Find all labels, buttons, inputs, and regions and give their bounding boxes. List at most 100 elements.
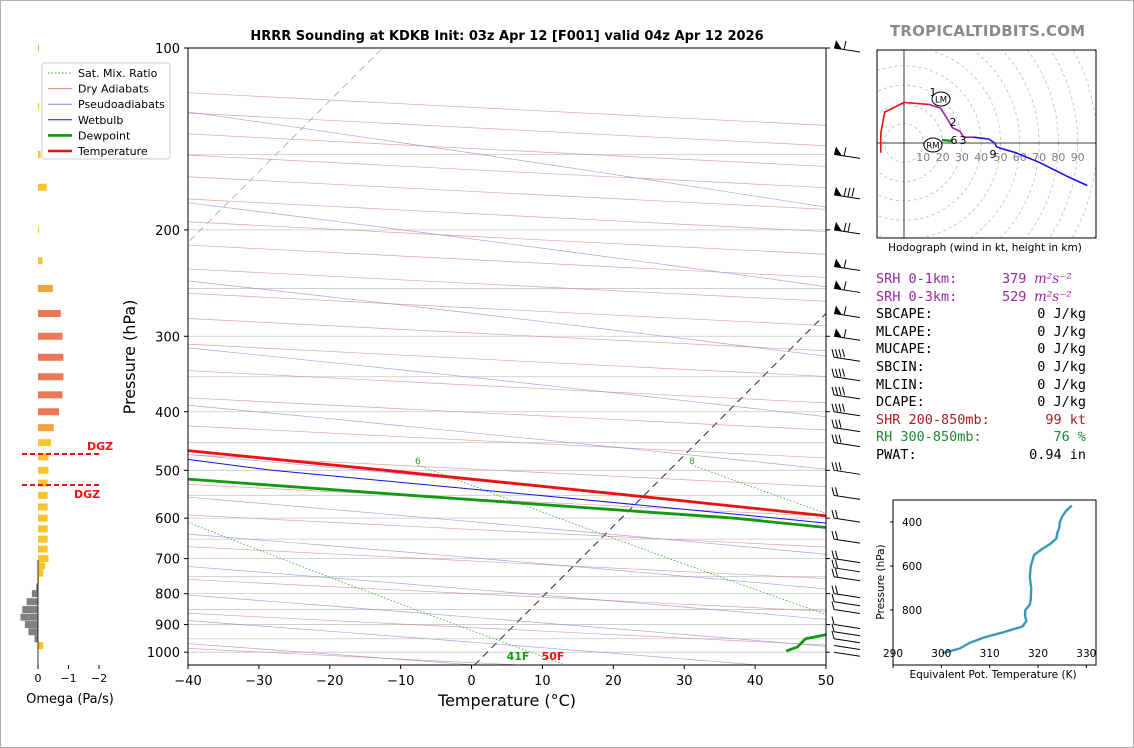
wind-barb-feather [831, 403, 835, 412]
wind-barb-feather [843, 259, 847, 269]
x-tick-label: −10 [387, 674, 414, 689]
wind-barb-feather [847, 187, 851, 197]
hodograph-frame [876, 49, 1097, 239]
wind-barb-staff [833, 376, 861, 382]
wind-barb-staff [833, 494, 861, 500]
wind-barb-feather [831, 559, 835, 568]
wind-barb-flag [834, 186, 842, 197]
omega-bar [38, 424, 54, 432]
wind-barb-staff [833, 593, 861, 599]
dry-adiabat [188, 484, 826, 517]
storm-motion-marker [923, 137, 943, 153]
wind-barb-feather [835, 349, 838, 358]
skewt-ylabel: Pressure (hPa) [120, 300, 139, 415]
omega-panel: 0 −1 −2 [20, 44, 107, 685]
stats-unit: m²s⁻² [1034, 271, 1072, 287]
wind-barb-staff [833, 411, 861, 417]
wind-barb-feather [835, 510, 838, 519]
wind-barb-feather [843, 281, 847, 291]
dry-adiabat [188, 612, 826, 646]
omega-bar [38, 491, 48, 499]
wind-barb-staff [833, 356, 861, 362]
skewt-frame [187, 47, 827, 666]
omega-bar [38, 535, 48, 543]
legend-label: Sat. Mix. Ratio [78, 67, 158, 80]
wind-barb-feather [831, 531, 835, 540]
wind-barb-feather [835, 487, 838, 496]
wind-barb-flag [834, 40, 842, 50]
stats-label: MUCAPE: [876, 341, 933, 358]
stats-value: 0 J/kg [1037, 376, 1086, 393]
wind-barb-staff [833, 394, 861, 400]
brand-watermark: TROPICALTIDBITS.COM [890, 22, 1086, 40]
hodograph-ring-label: 10 [916, 151, 930, 164]
omega-tick-label: 0 [35, 672, 42, 685]
omega-bar [38, 226, 39, 234]
wind-barb-feather [831, 568, 835, 577]
wind-barb-feather [831, 419, 835, 428]
hodograph-ring-label: 80 [1051, 151, 1065, 164]
storm-motion-label: RM [926, 142, 939, 152]
omega-bar [38, 466, 49, 474]
moist-adiabat [188, 620, 759, 665]
omega-bar [38, 555, 49, 563]
theta-e-x-tick-label: 310 [980, 648, 1000, 660]
hodograph-segment [941, 138, 953, 143]
wind-barb-feather [835, 568, 838, 577]
hodograph-height-label: 3 [960, 134, 967, 147]
wind-barb-feather [831, 462, 835, 471]
wind-barb-feather [831, 368, 835, 377]
skewt-background-lines: 146810131620243036 [188, 48, 1134, 665]
wind-barb-feather [838, 349, 842, 358]
moist-adiabat [188, 280, 826, 357]
omega-bar [38, 525, 48, 533]
stats-value: 0.94 in [1029, 446, 1086, 463]
hodograph-ring-label: 60 [1013, 151, 1027, 164]
skewt-profiles [188, 449, 826, 653]
y-tick-label: 100 [155, 42, 180, 57]
hodograph-ring-label: 20 [936, 151, 950, 164]
dry-adiabat [188, 268, 826, 302]
wind-barb-staff [833, 567, 861, 573]
theta-e-ylabel: Pressure (hPa) [875, 544, 887, 619]
stats-label: RH 300-850mb: [876, 429, 982, 446]
theta-e-line [941, 504, 1073, 655]
stats-value: 76 % [1053, 429, 1086, 446]
wind-barb-feather [831, 434, 835, 443]
surface-temperature-label: 50F [542, 650, 565, 663]
omega-bar [38, 562, 45, 570]
wind-barb-staff [833, 442, 861, 448]
omega-bar [38, 514, 48, 522]
stats-label: SRH 0-3km: [876, 288, 958, 305]
omega-bar [38, 408, 59, 416]
hodograph-segment [973, 136, 1088, 187]
mixing-ratio-line [188, 521, 567, 665]
y-tick-label: 500 [155, 464, 180, 479]
wind-barb-staff [833, 624, 861, 630]
wind-barb-feather [835, 403, 838, 412]
omega-bar [38, 503, 48, 511]
wind-barb-staff [833, 576, 861, 582]
stats-label: SHR 200-850mb: [876, 411, 990, 428]
wind-barb-feather [831, 550, 835, 559]
stats-label: MLCAPE: [876, 323, 933, 340]
omega-bar [38, 373, 64, 381]
y-tick-label: 600 [155, 512, 180, 527]
omega-xlabel: Omega (Pa/s) [26, 692, 114, 707]
omega-bar [22, 606, 38, 614]
stats-label: SBCAPE: [876, 306, 933, 323]
x-tick-label: −30 [245, 674, 272, 689]
wind-barb-feather [843, 222, 847, 232]
hodograph-height-label: 9 [990, 148, 997, 161]
wind-barb-feather [831, 601, 835, 610]
theta-e-profile [941, 504, 1073, 655]
stats-value: 379 [1002, 271, 1027, 287]
mixing-ratio-line [910, 465, 1134, 665]
wind-barb-flag [834, 280, 842, 290]
wind-barb-feather [831, 386, 835, 395]
wind-barb-feather [842, 403, 845, 412]
skewt-xlabel: Temperature (°C) [437, 691, 576, 710]
omega-bar [38, 150, 41, 158]
